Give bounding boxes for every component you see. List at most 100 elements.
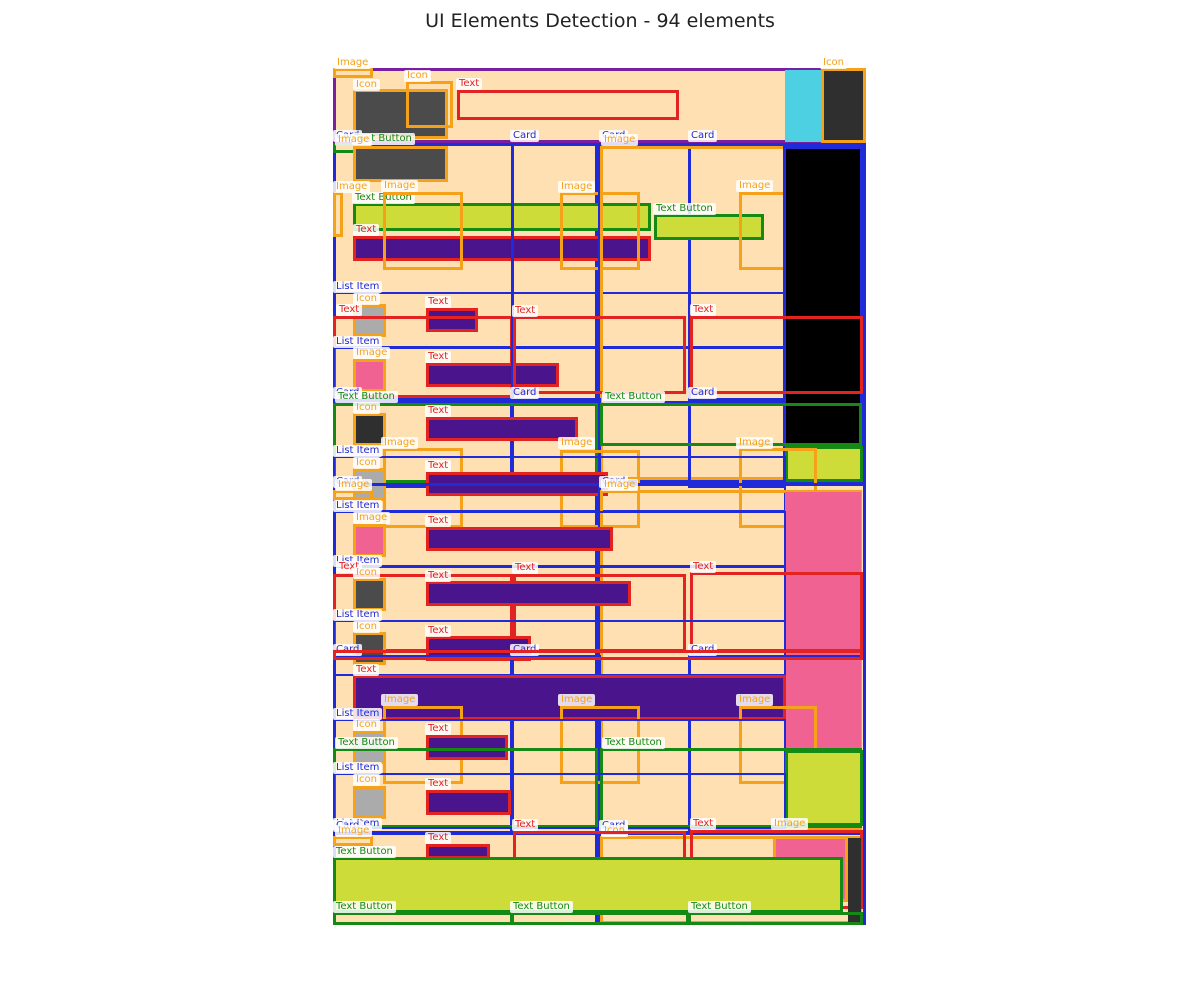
text-label: Text (425, 778, 452, 790)
image-label: Image (558, 694, 596, 706)
top-image (333, 68, 373, 78)
card-label: Card (510, 387, 540, 399)
icon-label: Icon (353, 719, 380, 731)
text-label: Text (690, 304, 717, 316)
scrollbar-strip[interactable] (848, 838, 861, 923)
text-label: Text (425, 515, 452, 527)
text-label: Text (512, 819, 539, 831)
icon-label: Icon (353, 457, 380, 469)
list-item-label: List Item (333, 762, 383, 774)
card-label: Card (510, 130, 540, 142)
text-label: Text (353, 664, 380, 676)
image-label: Image (335, 479, 373, 491)
row-text (426, 308, 478, 332)
video-panel[interactable] (783, 146, 863, 446)
text-button[interactable] (333, 912, 513, 925)
image-thumb (353, 146, 448, 182)
list-item[interactable] (333, 773, 786, 829)
lime-button[interactable] (785, 446, 863, 482)
icon-label: Icon (353, 621, 380, 633)
image-label: Image (736, 437, 774, 449)
text-button-label: Text Button (688, 901, 751, 913)
image-label: Image (558, 437, 596, 449)
icon-label: Icon (820, 57, 847, 69)
menu-icon[interactable] (406, 81, 453, 128)
image-label: Image (381, 180, 419, 192)
text-button-label: Text Button (602, 391, 665, 403)
text-button-label: Text Button (335, 391, 398, 403)
header-text (457, 90, 679, 120)
card-text-button[interactable] (654, 214, 764, 240)
top-accent-block (785, 70, 822, 142)
row-text (426, 790, 511, 815)
text-label: Text (425, 460, 452, 472)
image-label: Image (736, 180, 774, 192)
icon-label: Icon (404, 70, 431, 82)
text-label: Text (425, 296, 452, 308)
avatar-icon[interactable] (353, 89, 448, 139)
side-image (333, 490, 373, 500)
list-item-label: List Item (333, 281, 383, 293)
image-label: Image (334, 57, 372, 69)
row-text (426, 581, 631, 606)
list-item-label: List Item (333, 609, 383, 621)
text-button-label: Text Button (335, 737, 398, 749)
side-image (333, 192, 343, 237)
side-image (333, 836, 373, 846)
overlay-image (383, 192, 463, 270)
image-label: Image (771, 818, 809, 830)
list-item-label: List Item (333, 708, 383, 720)
icon-label: Icon (353, 774, 380, 786)
text-button-label: Text Button (602, 737, 665, 749)
list-item-label: List Item (333, 500, 383, 512)
row-icon (353, 786, 386, 819)
text-button-label: Text Button (653, 203, 716, 215)
overlay-image (739, 448, 817, 528)
text-button[interactable] (600, 403, 862, 446)
image-label: Image (333, 181, 371, 193)
text-label: Text (690, 561, 717, 573)
promo-panel[interactable] (785, 492, 861, 748)
row-icon (353, 578, 386, 611)
text-button[interactable] (511, 912, 689, 925)
text-label: Text (512, 562, 539, 574)
text-label: Text (425, 625, 452, 637)
image-label: Image (335, 134, 373, 146)
image-label: Image (558, 181, 596, 193)
image-label: Image (381, 437, 419, 449)
image-label: Image (335, 825, 373, 837)
text-button-label: Text Button (333, 846, 396, 858)
image-label: Image (353, 512, 391, 524)
image-label: Image (736, 694, 774, 706)
text-label: Text (353, 224, 380, 236)
text-label: Text (425, 351, 452, 363)
icon-label: Icon (353, 79, 380, 91)
icon-label: Icon (353, 293, 380, 305)
text-button-label: Text Button (510, 901, 573, 913)
image-label: Image (353, 347, 391, 359)
list-item-label: List Item (333, 445, 383, 457)
row-text (426, 417, 578, 441)
icon-label: Icon (353, 402, 380, 414)
text-button-label: Text Button (333, 901, 396, 913)
image-label: Image (601, 134, 639, 146)
row-text (426, 363, 559, 387)
row-icon (353, 413, 386, 446)
top-right-icon[interactable] (821, 68, 866, 143)
row-image (353, 359, 386, 392)
text-label: Text (425, 570, 452, 582)
page-title: UI Elements Detection - 94 elements (425, 10, 775, 32)
row-image (353, 524, 386, 557)
row-text (426, 527, 613, 551)
list-item-label: List Item (333, 336, 383, 348)
bottom-text-button[interactable] (333, 857, 843, 913)
text-label: Text (512, 305, 539, 317)
lime-button[interactable] (785, 750, 863, 826)
text-label: Text (425, 832, 452, 844)
text-line (333, 650, 863, 660)
text-label: Text (456, 78, 483, 90)
card-label: Card (688, 387, 718, 399)
image-label: Image (381, 694, 419, 706)
text-button[interactable] (688, 912, 863, 925)
text-block (690, 316, 863, 394)
